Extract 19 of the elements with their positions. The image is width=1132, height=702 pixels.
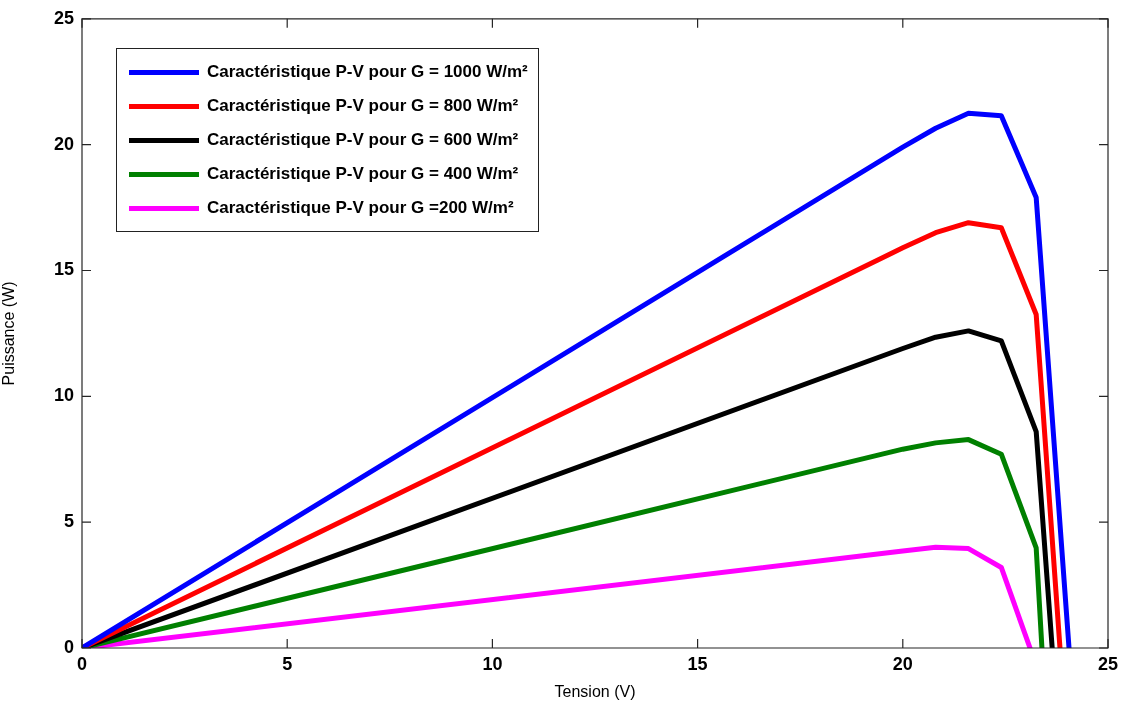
x-tick-label: 20	[892, 653, 913, 674]
y-tick-label: 20	[53, 133, 74, 154]
x-tick-label: 5	[282, 653, 293, 674]
x-tick-label: 15	[687, 653, 708, 674]
y-tick-label: 25	[53, 7, 74, 28]
legend-label: Caractéristique P-V pour G = 600 W/m²	[207, 130, 519, 150]
y-tick-label: 15	[53, 259, 74, 280]
y-tick-label: 5	[63, 511, 74, 532]
x-tick-label: 25	[1097, 653, 1119, 674]
x-tick-label: 10	[482, 653, 503, 674]
legend-label: Caractéristique P-V pour G =200 W/m²	[207, 198, 514, 218]
legend-label: Caractéristique P-V pour G = 1000 W/m²	[207, 62, 528, 82]
y-tick-label: 0	[63, 636, 74, 657]
y-axis-title: Puissance (W)	[0, 281, 18, 386]
legend-label: Caractéristique P-V pour G = 800 W/m²	[207, 96, 519, 116]
x-axis-title: Tension (V)	[554, 682, 636, 700]
legend-label: Caractéristique P-V pour G = 400 W/m²	[207, 164, 519, 184]
y-tick-label: 10	[53, 385, 74, 406]
x-tick-label: 0	[76, 653, 88, 674]
